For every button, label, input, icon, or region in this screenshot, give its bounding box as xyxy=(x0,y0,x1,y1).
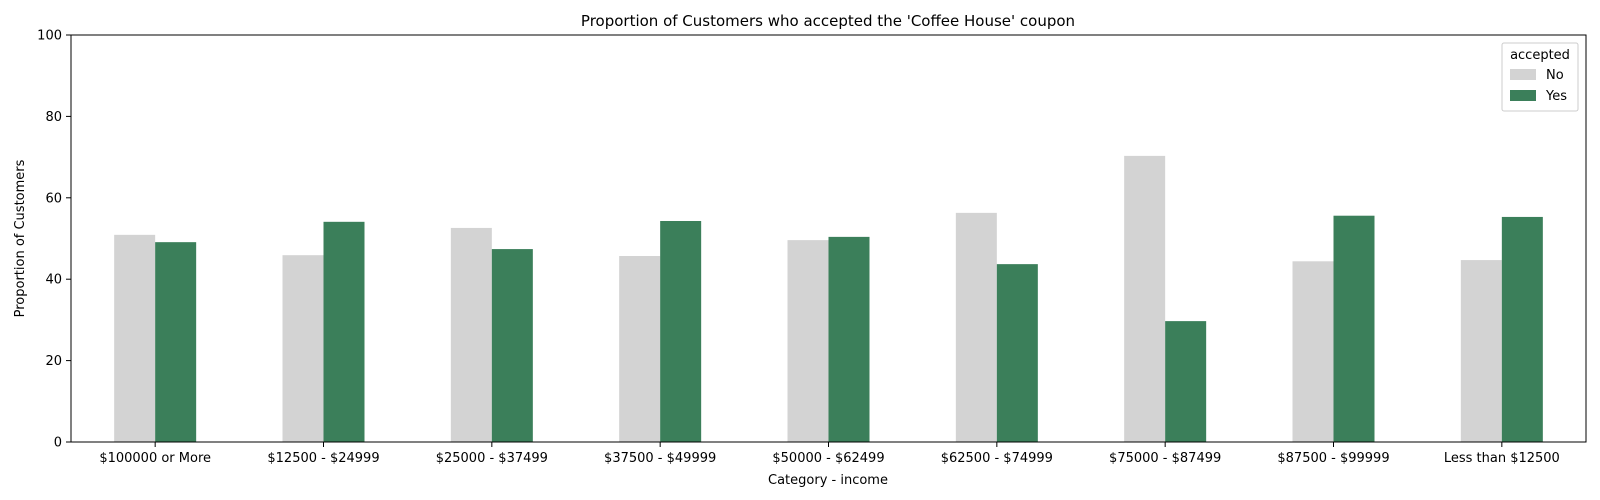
x-tick-label-4: $50000 - $62499 xyxy=(772,451,884,466)
bar-yes-1 xyxy=(323,221,365,442)
y-tick-label-1: 20 xyxy=(45,354,62,369)
y-tick-label-3: 60 xyxy=(45,191,62,206)
bar-no-0 xyxy=(114,234,156,442)
bar-yes-3 xyxy=(660,220,702,442)
x-axis-label: Category - income xyxy=(768,473,888,488)
y-tick-label-0: 0 xyxy=(54,436,62,451)
x-tick-label-1: $12500 - $24999 xyxy=(267,451,379,466)
x-tick-label-8: Less than $12500 xyxy=(1444,451,1560,466)
y-tick-label-5: 100 xyxy=(37,29,62,44)
bar-yes-2 xyxy=(491,249,533,442)
bar-yes-0 xyxy=(155,242,197,442)
legend: accepted No Yes xyxy=(1501,42,1579,112)
bar-yes-4 xyxy=(828,236,870,442)
bar-no-7 xyxy=(1292,261,1334,442)
legend-label-yes: Yes xyxy=(1545,89,1567,104)
bar-no-4 xyxy=(787,240,829,442)
x-tick-label-3: $37500 - $49999 xyxy=(604,451,716,466)
y-axis: 0 20 40 60 80 100 xyxy=(37,29,71,451)
y-axis-label: Proportion of Customers xyxy=(13,159,28,317)
x-tick-label-2: $25000 - $37499 xyxy=(436,451,548,466)
bar-no-6 xyxy=(1124,155,1166,442)
chart-title: Proportion of Customers who accepted the… xyxy=(581,12,1075,30)
bar-yes-6 xyxy=(1165,321,1207,442)
y-tick-label-2: 40 xyxy=(45,273,62,288)
legend-label-no: No xyxy=(1546,68,1564,83)
bars-group xyxy=(114,155,1543,442)
legend-swatch-no xyxy=(1510,69,1536,80)
bar-no-5 xyxy=(955,212,997,442)
bar-yes-8 xyxy=(1501,216,1543,442)
bar-yes-5 xyxy=(996,264,1038,442)
x-tick-label-6: $75000 - $87499 xyxy=(1109,451,1221,466)
y-tick-label-4: 80 xyxy=(45,110,62,125)
x-axis: $100000 or More $12500 - $24999 $25000 - $… xyxy=(99,442,1560,466)
x-tick-label-5: $62500 - $74999 xyxy=(941,451,1053,466)
bar-no-3 xyxy=(619,256,661,442)
bar-no-1 xyxy=(282,255,324,442)
bar-no-8 xyxy=(1460,260,1502,442)
bar-no-2 xyxy=(450,227,492,442)
x-tick-label-0: $100000 or More xyxy=(99,451,211,466)
legend-swatch-yes xyxy=(1510,90,1536,101)
x-tick-label-7: $87500 - $99999 xyxy=(1277,451,1389,466)
bar-yes-7 xyxy=(1333,215,1375,442)
legend-title: accepted xyxy=(1510,48,1570,63)
